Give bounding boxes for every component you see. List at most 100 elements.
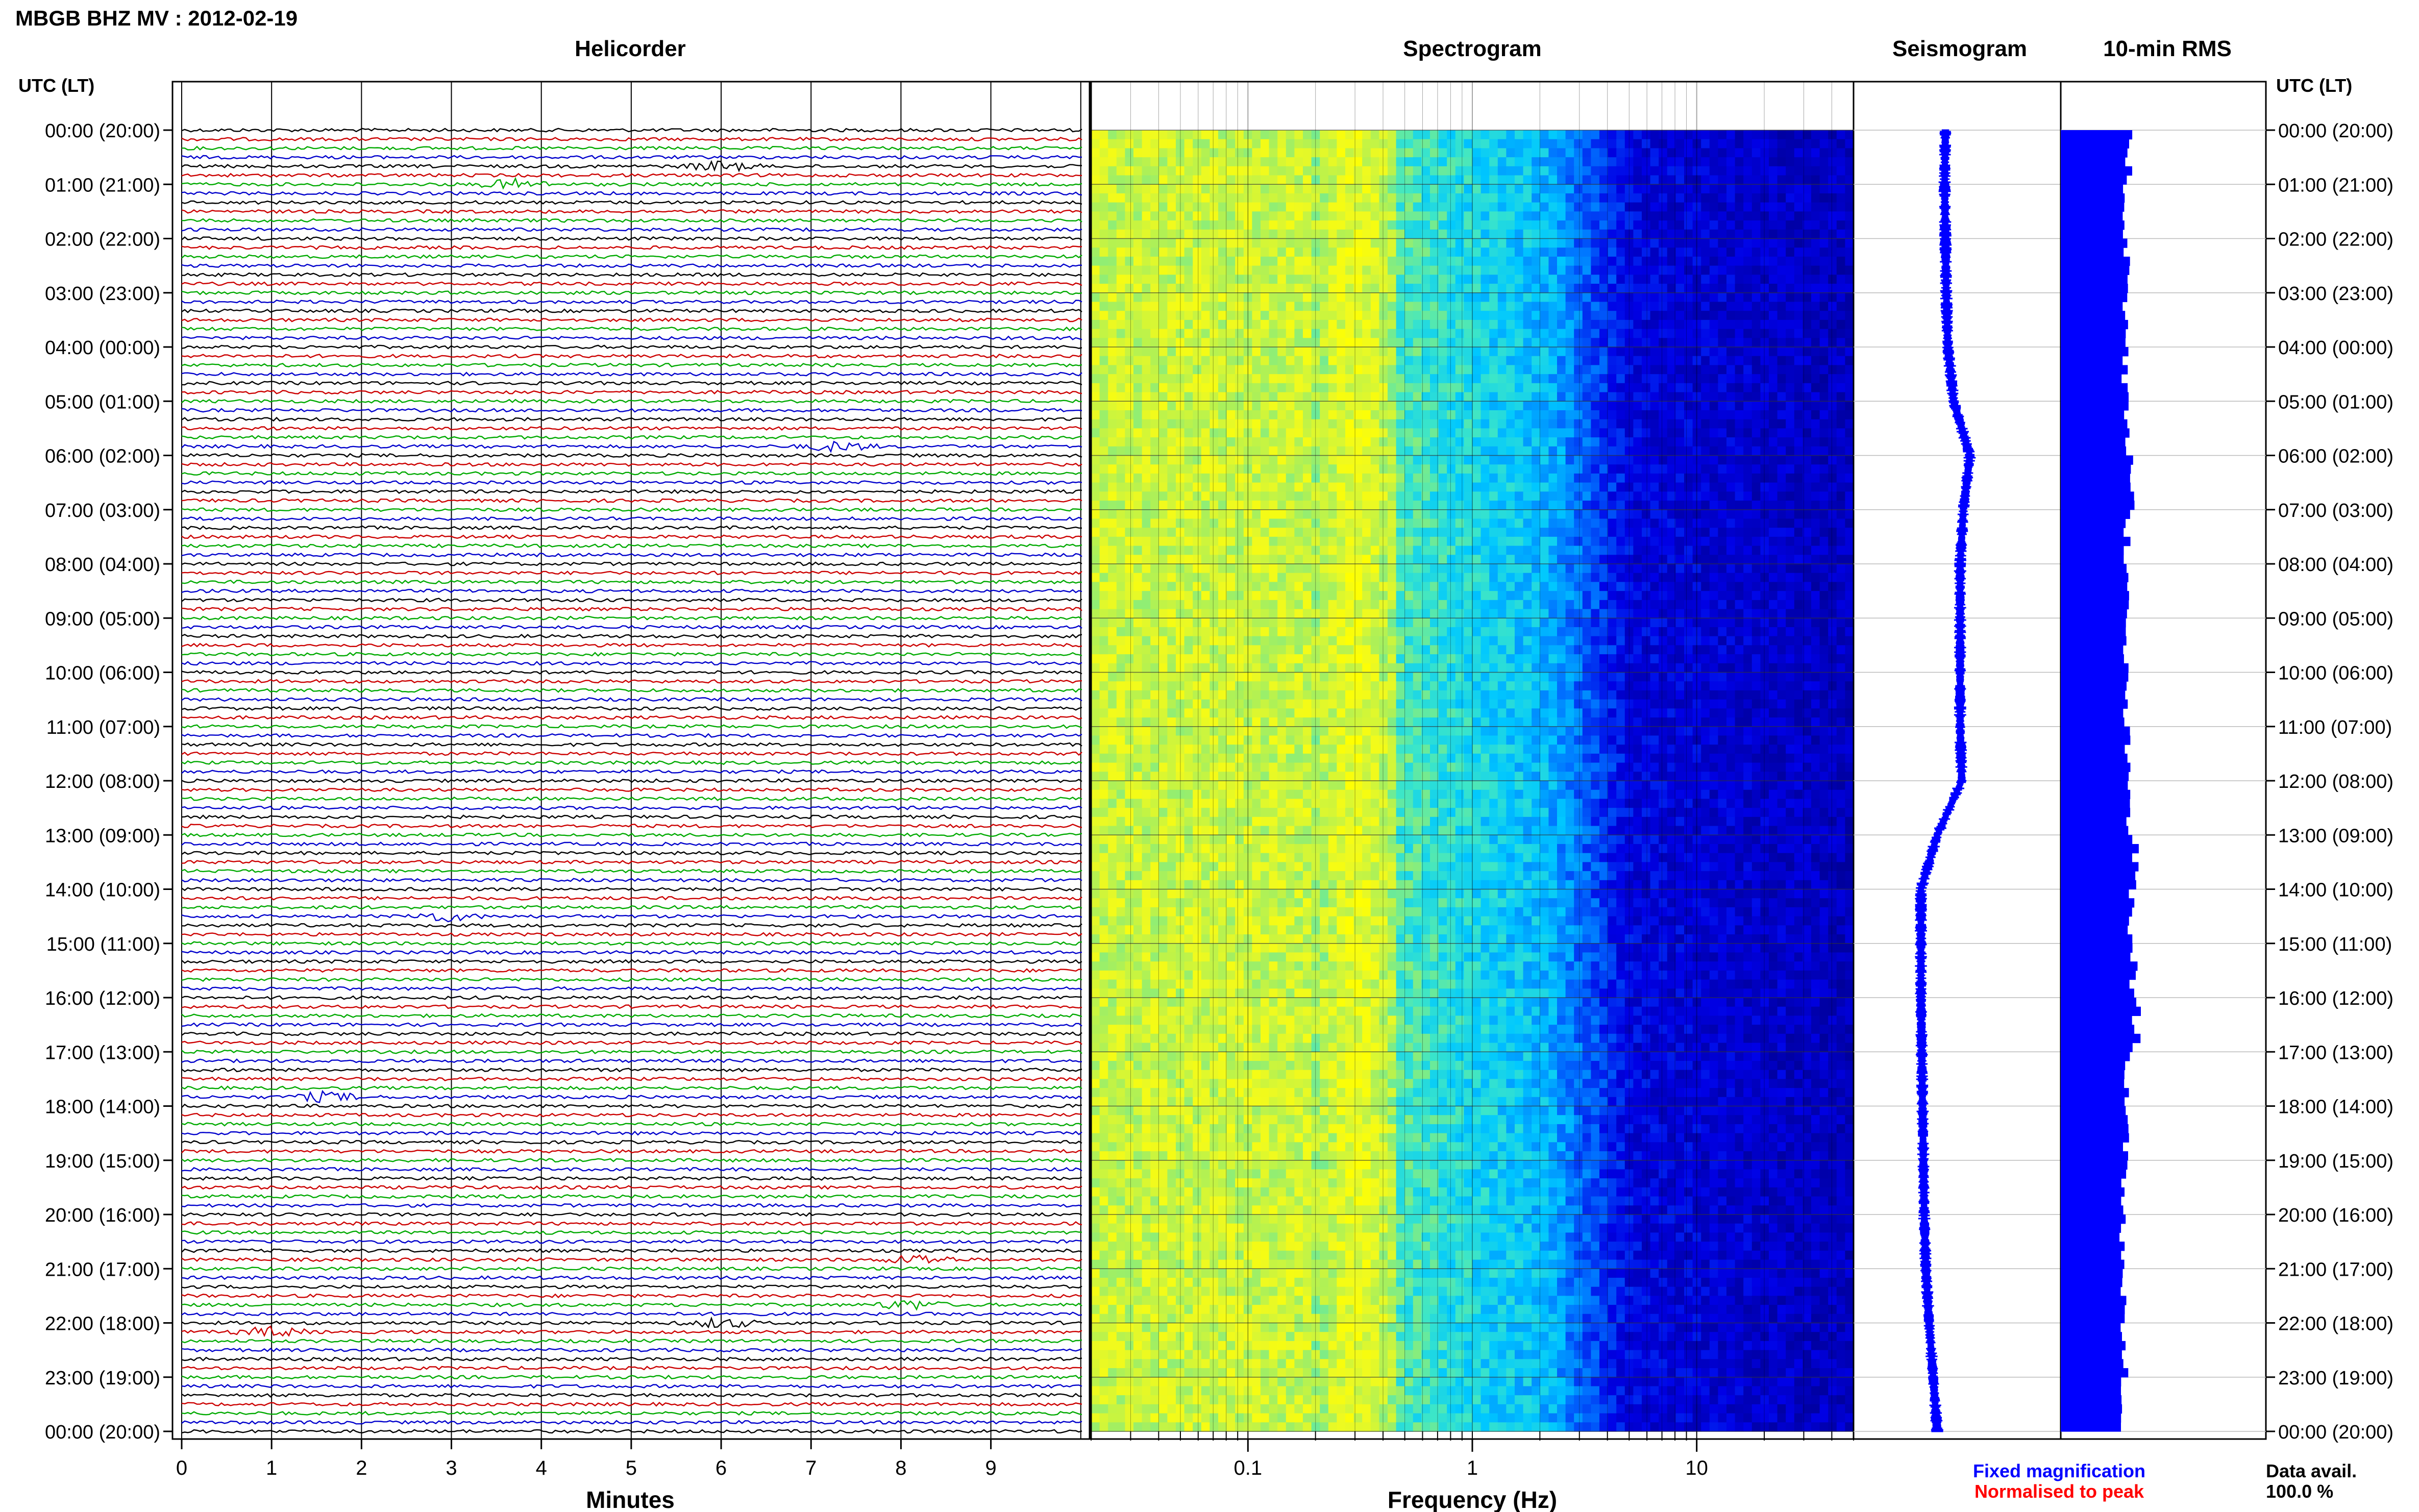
spectrogram-cell: [1642, 591, 1651, 601]
spectrogram-cell: [1532, 446, 1541, 456]
spectrogram-cell: [1472, 600, 1482, 610]
spectrogram-cell: [1142, 265, 1151, 275]
spectrogram-cell: [1404, 193, 1414, 203]
spectrogram-cell: [1091, 157, 1100, 167]
spectrogram-cell: [1261, 573, 1270, 583]
spectrogram-cell: [1709, 265, 1718, 275]
spectrogram-cell: [1430, 148, 1439, 158]
spectrogram-cell: [1684, 473, 1693, 483]
spectrogram-cell: [1557, 184, 1566, 194]
spectrogram-cell: [1311, 302, 1320, 311]
spectrogram-cell: [1099, 528, 1108, 537]
spectrogram-cell: [1421, 501, 1430, 510]
spectrogram-cell: [1396, 491, 1405, 501]
spectrogram-cell: [1337, 148, 1346, 158]
spectrogram-cell: [1574, 374, 1583, 384]
spectrogram-cell: [1845, 455, 1854, 465]
spectrogram-cell: [1751, 175, 1761, 185]
spectrogram-cell: [1379, 148, 1388, 158]
spectrogram-cell: [1404, 256, 1414, 266]
spectrogram-cell: [1751, 202, 1761, 212]
spectrogram-cell: [1819, 292, 1829, 303]
spectrogram-cell: [1667, 536, 1676, 547]
spectrogram-cell: [1633, 319, 1642, 330]
spectrogram-cell: [1836, 202, 1845, 212]
spectrogram-cell: [1116, 329, 1125, 338]
spectrogram-cell: [1743, 347, 1752, 357]
spectrogram-cell: [1294, 175, 1303, 185]
spectrogram-cell: [1158, 374, 1168, 384]
spectrogram-cell: [1226, 509, 1236, 519]
spectrogram-cell: [1142, 356, 1151, 366]
spectrogram-cell: [1786, 582, 1795, 591]
spectrogram-cell: [1158, 365, 1168, 375]
spectrogram-cell: [1608, 229, 1617, 239]
spectrogram-cell: [1303, 546, 1312, 555]
spectrogram-cell: [1193, 166, 1202, 176]
spectrogram-cell: [1548, 464, 1558, 474]
spectrogram-cell: [1819, 374, 1829, 384]
spectrogram-cell: [1616, 157, 1625, 167]
spectrogram-cell: [1557, 374, 1566, 384]
spectrogram-cell: [1158, 446, 1168, 456]
spectrogram-cell: [1675, 130, 1685, 140]
spectrogram-cell: [1328, 365, 1337, 375]
spectrogram-cell: [1396, 582, 1405, 591]
spectrogram-cell: [1480, 202, 1490, 212]
spectrogram-cell: [1158, 501, 1168, 510]
spectrogram-cell: [1506, 265, 1515, 275]
spectrogram-cell: [1574, 464, 1583, 474]
spectrogram-cell: [1108, 573, 1117, 583]
spectrogram-cell: [1803, 518, 1812, 528]
spectrogram-cell: [1523, 410, 1532, 420]
spectrogram-cell: [1650, 284, 1659, 293]
spectrogram-cell: [1167, 365, 1176, 375]
spectrogram-cell: [1455, 292, 1464, 303]
spectrogram-cell: [1692, 256, 1701, 266]
spectrogram-cell: [1370, 446, 1379, 456]
spectrogram-cell: [1362, 573, 1371, 583]
spectrogram-cell: [1743, 275, 1752, 284]
spectrogram-cell: [1269, 292, 1278, 303]
spectrogram-cell: [1532, 338, 1541, 348]
spectrogram-cell: [1616, 256, 1625, 266]
spectrogram-cell: [1608, 148, 1617, 158]
spectrogram-cell: [1599, 311, 1609, 320]
spectrogram-cell: [1388, 392, 1397, 402]
spectrogram-cell: [1277, 166, 1287, 176]
spectrogram-cell: [1828, 600, 1837, 610]
spectrogram-cell: [1252, 175, 1261, 185]
spectrogram-cell: [1125, 202, 1134, 212]
spectrogram-cell: [1142, 319, 1151, 330]
spectrogram-cell: [1642, 247, 1651, 257]
spectrogram-cell: [1836, 383, 1845, 393]
spectrogram-cell: [1303, 238, 1312, 248]
spectrogram-cell: [1642, 437, 1651, 447]
spectrogram-cell: [1786, 302, 1795, 311]
spectrogram-cell: [1438, 555, 1447, 564]
spectrogram-cell: [1532, 166, 1541, 176]
spectrogram-cell: [1243, 473, 1252, 483]
spectrogram-cell: [1836, 238, 1845, 248]
spectrogram-cell: [1480, 482, 1490, 492]
spectrogram-cell: [1709, 256, 1718, 266]
helicorder-trace: [181, 688, 1082, 693]
spectrogram-cell: [1421, 419, 1430, 429]
spectrogram-cell: [1184, 284, 1193, 293]
spectrogram-cell: [1777, 473, 1786, 483]
spectrogram-cell: [1447, 229, 1456, 239]
spectrogram-cell: [1735, 311, 1744, 320]
spectrogram-cell: [1836, 501, 1845, 510]
spectrogram-cell: [1379, 275, 1388, 284]
spectrogram-cell: [1430, 139, 1439, 149]
spectrogram-cell: [1659, 491, 1668, 501]
spectrogram-cell: [1167, 238, 1176, 248]
spectrogram-cell: [1574, 491, 1583, 501]
spectrogram-cell: [1480, 139, 1490, 149]
spectrogram-cell: [1362, 292, 1371, 303]
spectrogram-cell: [1735, 229, 1744, 239]
spectrogram-cell: [1184, 229, 1193, 239]
spectrogram-cell: [1353, 247, 1363, 257]
spectrogram-cell: [1557, 157, 1566, 167]
spectrogram-cell: [1294, 166, 1303, 176]
